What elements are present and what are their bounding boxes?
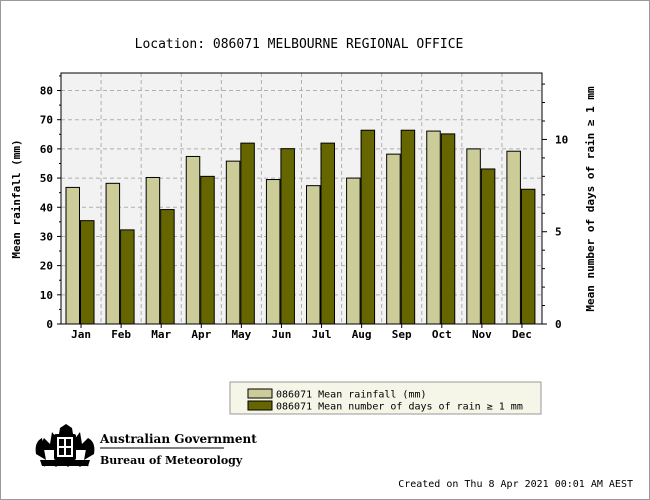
bar-rain-days-nov (480, 168, 496, 325)
grid-lines (61, 73, 542, 324)
legend-swatch-rainfall (247, 388, 273, 399)
y-tick-label-right: 5 (555, 226, 562, 239)
bar-rainfall-sep (386, 153, 401, 325)
y-tick-label-left: 20 (40, 260, 53, 273)
x-tick-label-dec: Dec (512, 328, 532, 341)
bar-rain-days-jan (80, 220, 95, 325)
bar-rainfall-oct (426, 130, 441, 325)
y-tick-label-left: 80 (40, 85, 53, 98)
x-tick-label-jun: Jun (272, 328, 292, 341)
plot-area (61, 73, 542, 324)
x-tick-label-nov: Nov (472, 328, 492, 341)
axes (57, 72, 547, 328)
x-tick-label-sep: Sep (392, 328, 412, 341)
bar-rainfall-jun (265, 179, 281, 325)
x-tick-label-apr: Apr (191, 328, 211, 341)
x-tick-label-oct: Oct (432, 328, 452, 341)
bar-rainfall-jan (65, 186, 80, 325)
bar-rain-days-may (240, 142, 255, 325)
legend-entry-rain-days: 086071 Mean number of days of rain ≥ 1 m… (276, 402, 523, 413)
created-timestamp: Created on Thu 8 Apr 2021 00:01 AM AEST (398, 479, 633, 490)
coat-of-arms-logo (35, 424, 95, 467)
x-tick-label-jul: Jul (312, 328, 332, 341)
y-axis-label-left: Mean rainfall (mm) (10, 139, 23, 258)
bar-rain-days-sep (400, 129, 416, 325)
bar-rain-days-dec (520, 188, 536, 325)
y-tick-label-left: 70 (40, 114, 53, 127)
legend-entry-rainfall: 086071 Mean rainfall (mm) (276, 390, 427, 401)
bar-rainfall-feb (105, 182, 121, 325)
y-tick-label-left: 40 (40, 201, 53, 214)
y-tick-label-left: 0 (46, 318, 53, 331)
x-tick-label-mar: Mar (151, 328, 171, 341)
legend: 086071 Mean rainfall (mm) 086071 Mean nu… (229, 381, 542, 415)
y-axis-label-right: Mean number of days of rain ≥ 1 mm (584, 86, 597, 312)
bar-rain-days-jul (320, 142, 335, 325)
plot-border (60, 72, 543, 325)
bar-rainfall-nov (466, 148, 481, 325)
y-tick-label-left: 10 (40, 289, 53, 302)
bar-rain-days-mar (160, 209, 175, 325)
x-tick-label-aug: Aug (352, 328, 372, 341)
bar-rain-days-jun (280, 148, 295, 325)
x-tick-label-feb: Feb (111, 328, 131, 341)
bar-rainfall-may (225, 160, 241, 325)
y-tick-label-left: 30 (40, 230, 53, 243)
bar-rainfall-mar (145, 176, 161, 325)
legend-swatch-rain-days (247, 400, 273, 411)
chart-title: Location: 086071 MELBOURNE REGIONAL OFFI… (135, 37, 464, 52)
bar-rainfall-apr (185, 155, 201, 325)
x-tick-label-jan: Jan (71, 328, 91, 341)
bar-rain-days-feb (120, 229, 135, 325)
bar-rainfall-jul (306, 185, 321, 325)
y-tick-label-left: 60 (40, 143, 53, 156)
bar-rain-days-apr (200, 175, 215, 325)
legend-box (229, 381, 542, 415)
bar-rainfall-aug (346, 177, 361, 325)
bars (65, 129, 536, 325)
brand-line-1: Australian Government (99, 432, 257, 446)
tick-labels: 0 10 20 30 40 50 60 70 80 0 5 10 Jan Feb Mar Apr May Jun J… (40, 85, 569, 341)
bar-rain-days-oct (440, 133, 456, 325)
y-tick-label-left: 50 (40, 172, 53, 185)
bar-rainfall-dec (506, 150, 521, 325)
bar-rain-days-aug (360, 129, 376, 325)
brand-line-2: Bureau of Meteorology (100, 454, 243, 467)
y-tick-label-right: 10 (555, 133, 568, 146)
x-tick-label-may: May (231, 328, 251, 341)
y-tick-label-right: 0 (555, 318, 562, 331)
